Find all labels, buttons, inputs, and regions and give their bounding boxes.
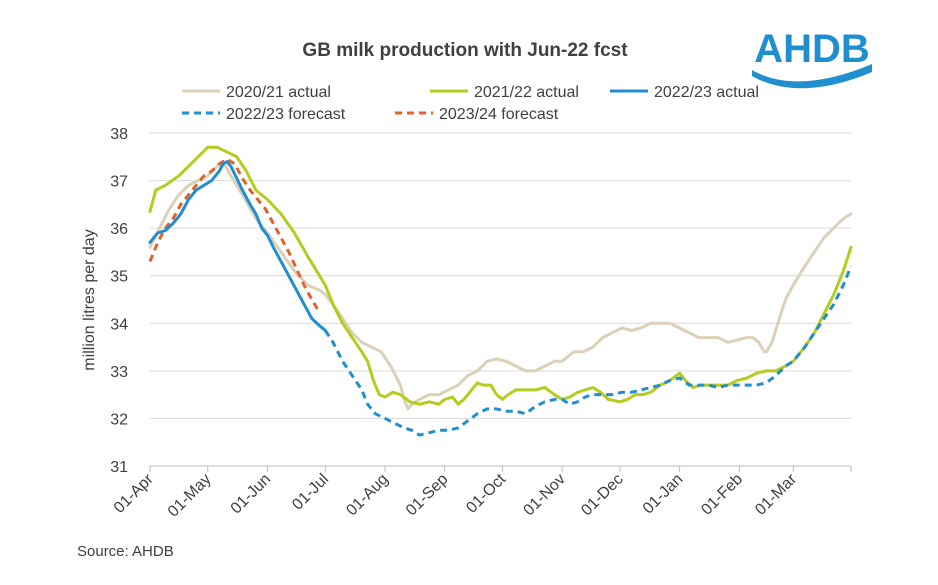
legend-label: 2020/21 actual [226,84,331,101]
x-axis-ticks: 01-Apr 01-May 01-Jun 01-Jul 01-Aug 01-Sep 01-O… [111,466,852,521]
grid-lines [150,132,851,419]
x-tick-label: 01-Jan [640,471,687,518]
y-tick-label: 32 [110,411,128,428]
ahdb-logo-wave [752,64,872,89]
series-lines [148,145,853,437]
y-tick-label: 35 [110,269,128,286]
series-line-0 [148,160,853,411]
x-tick-label: 01-Sep [403,471,452,520]
legend-label: 2022/23 forecast [226,106,346,123]
y-tick-label: 37 [110,174,128,191]
x-tick-label: 01-Jun [228,471,275,518]
source-note: Source: AHDB [77,543,174,560]
y-tick-label: 36 [110,221,128,238]
ahdb-logo: AHDB [752,27,872,89]
y-tick-label: 34 [110,316,128,333]
chart-title: GB milk production with Jun-22 fcst [302,40,628,61]
x-tick-label: 01-May [165,471,215,521]
x-tick-label: 01-Mar [752,470,800,518]
y-axis-label: million litres per day [81,229,98,370]
legend-label: 2022/23 actual [654,84,759,101]
y-tick-label: 33 [110,364,128,381]
legend-label: 2023/24 forecast [439,106,559,123]
y-axis-ticks: 31 32 33 34 35 36 37 38 [110,126,128,476]
chart-legend: 2020/21 actual 2021/22 actual 2022/23 actu… [182,84,759,123]
x-tick-label: 01-Apr [111,470,157,516]
x-tick-label: 01-Nov [520,471,568,519]
series-line-3 [324,265,853,437]
x-tick-label: 01-Jul [289,471,332,514]
x-tick-label: 01-Feb [698,471,746,519]
series-line-2 [148,160,327,332]
x-tick-label: 01-Aug [343,471,392,520]
ahdb-logo-text: AHDB [754,27,870,71]
legend-label: 2021/22 actual [474,84,579,101]
x-tick-label: 01-Dec [578,471,626,519]
y-tick-label: 38 [110,126,128,143]
x-tick-label: 01-Oct [463,470,509,516]
y-tick-label: 31 [110,459,128,476]
